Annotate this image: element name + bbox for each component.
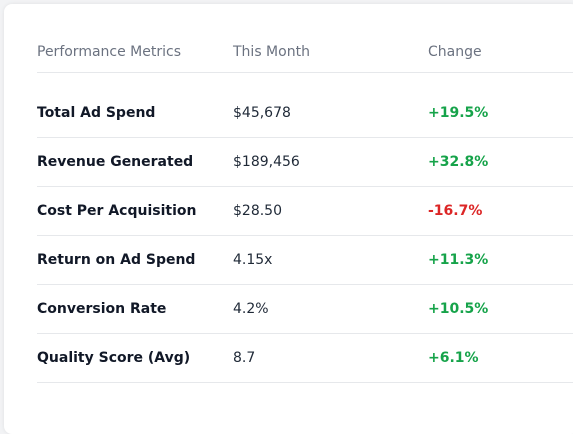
metric-change: +19.5% [428, 105, 489, 121]
metric-value: 8.7 [233, 350, 256, 366]
metric-name: Revenue Generated [37, 154, 194, 170]
table-row: Revenue Generated $189,456 +32.8% [37, 138, 573, 187]
metric-value: 4.15x [233, 252, 273, 268]
table-row: Total Ad Spend $45,678 +19.5% [37, 89, 573, 138]
metric-change: +6.1% [428, 350, 479, 366]
header-performance-metrics: Performance Metrics [37, 44, 181, 60]
table-header-row: Performance Metrics This Month Change [37, 32, 573, 73]
metrics-card: Performance Metrics This Month Change To… [4, 4, 573, 434]
metric-change: +11.3% [428, 252, 489, 268]
table-row: Cost Per Acquisition $28.50 -16.7% [37, 187, 573, 236]
metric-value: $189,456 [233, 154, 300, 170]
header-this-month: This Month [233, 44, 310, 60]
metric-value: $28.50 [233, 203, 282, 219]
table-row: Return on Ad Spend 4.15x +11.3% [37, 236, 573, 285]
metric-name: Total Ad Spend [37, 105, 156, 121]
metric-change: +32.8% [428, 154, 489, 170]
metric-value: 4.2% [233, 301, 269, 317]
metric-name: Return on Ad Spend [37, 252, 196, 268]
table-row: Quality Score (Avg) 8.7 +6.1% [37, 334, 573, 383]
metric-change: -16.7% [428, 203, 483, 219]
header-change: Change [428, 44, 482, 60]
metric-name: Cost Per Acquisition [37, 203, 197, 219]
metric-change: +10.5% [428, 301, 489, 317]
metric-name: Conversion Rate [37, 301, 167, 317]
table-row: Conversion Rate 4.2% +10.5% [37, 285, 573, 334]
metrics-table: Performance Metrics This Month Change To… [37, 32, 573, 383]
table-spacer [37, 73, 573, 89]
metric-value: $45,678 [233, 105, 291, 121]
metric-name: Quality Score (Avg) [37, 350, 191, 366]
